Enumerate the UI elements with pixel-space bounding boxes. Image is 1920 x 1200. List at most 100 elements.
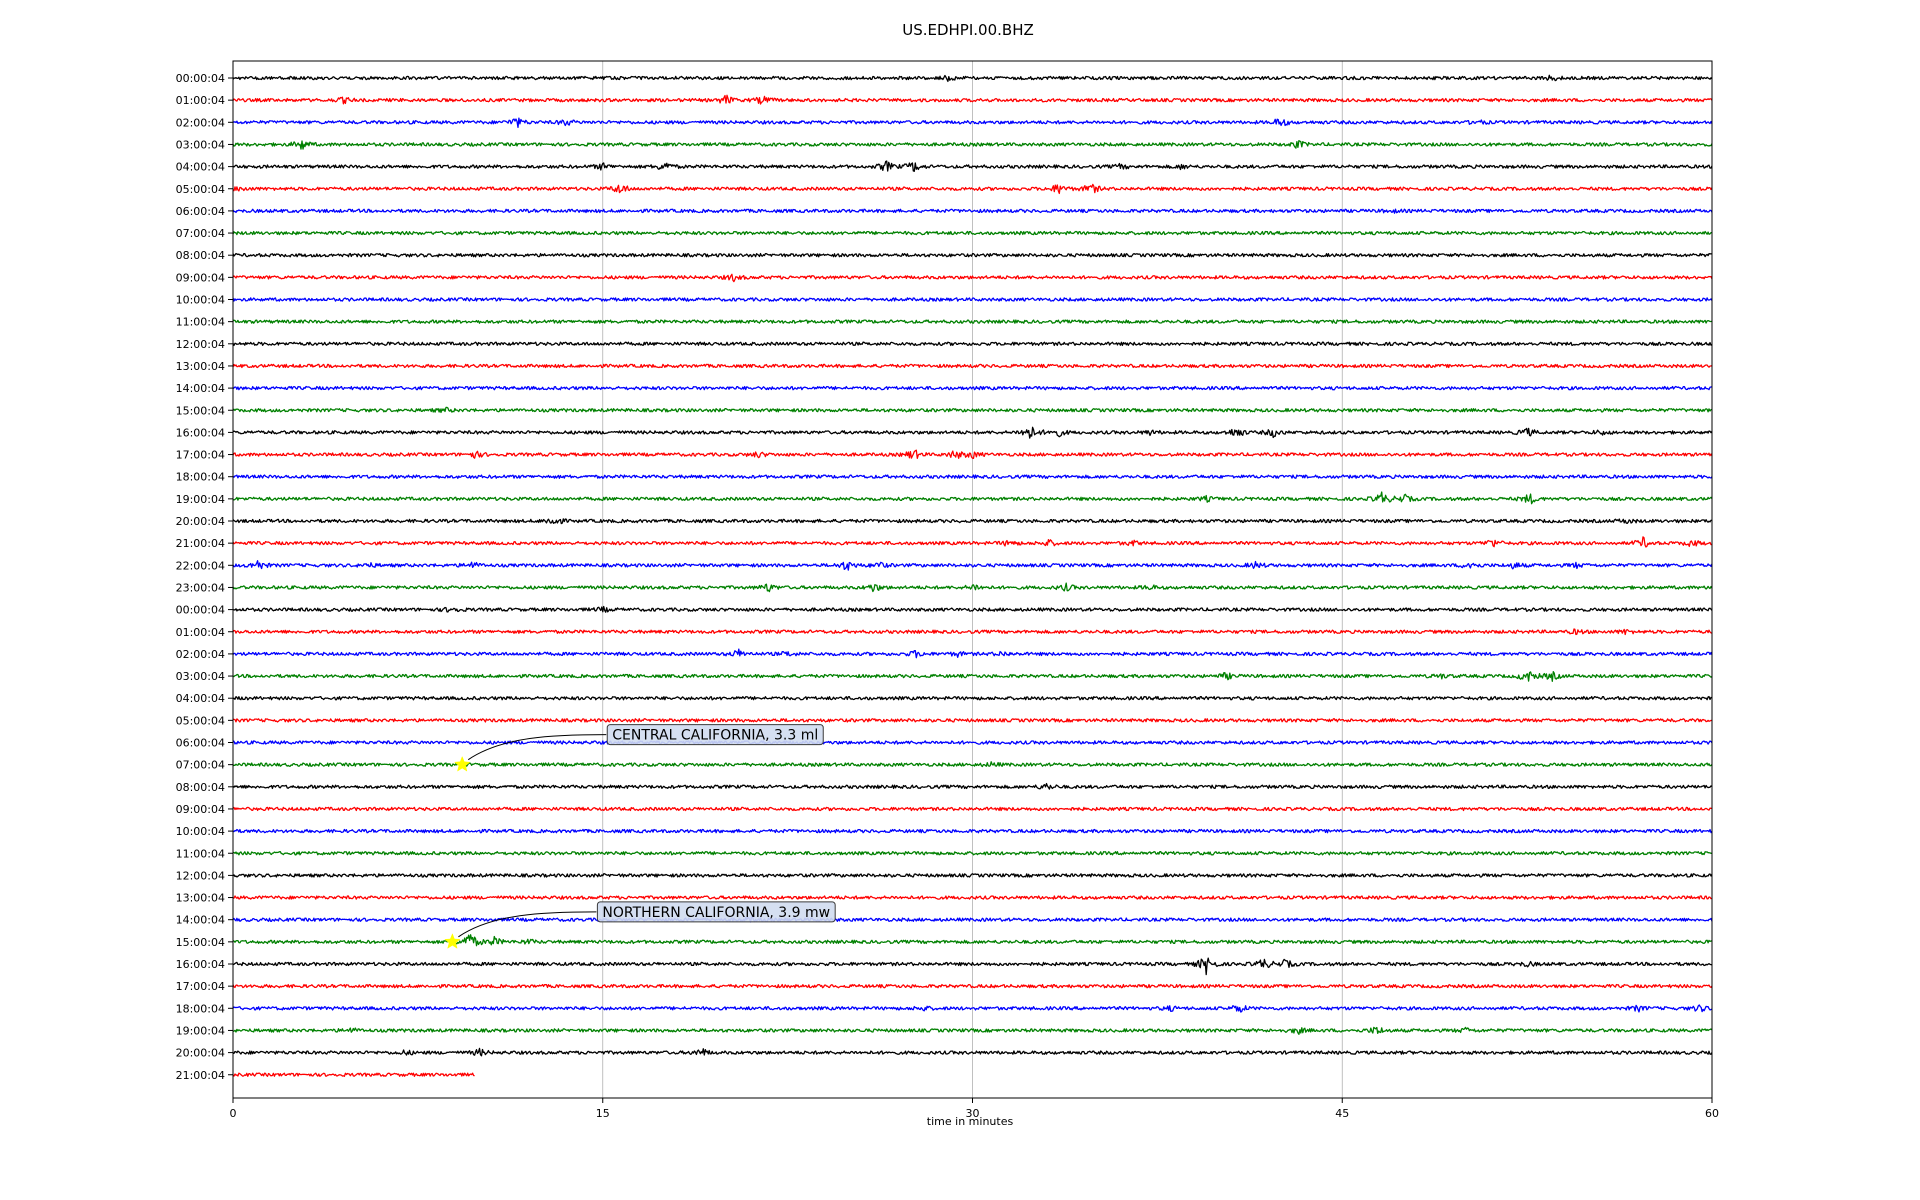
trace-line — [232, 957, 1713, 976]
y-tick-label: 02:00:04 — [176, 648, 225, 661]
trace-line — [232, 518, 1713, 525]
y-tick-label: 13:00:04 — [176, 360, 225, 373]
trace-line — [232, 449, 1713, 460]
trace-line — [232, 695, 1713, 701]
trace-line — [232, 273, 1713, 283]
trace-line — [232, 782, 1713, 790]
y-tick-label: 04:00:04 — [176, 161, 225, 174]
x-tick-label-30: 30 — [966, 1107, 980, 1120]
x-tick-label-60: 60 — [1705, 1107, 1719, 1120]
trace-line — [232, 1004, 1713, 1013]
trace-line — [232, 230, 1713, 236]
y-tick-label: 21:00:04 — [176, 537, 225, 550]
trace-line — [232, 252, 1713, 258]
y-tick-label: 20:00:04 — [176, 1047, 225, 1060]
trace-line — [232, 140, 1713, 150]
y-tick-label: 01:00:04 — [176, 94, 225, 107]
event-star-icon — [453, 755, 471, 772]
y-tick-label: 13:00:04 — [176, 892, 225, 905]
x-tick-label-0: 0 — [230, 1107, 237, 1120]
trace-line — [232, 341, 1713, 347]
plot-frame — [232, 60, 1713, 1099]
y-tick-label: 22:00:04 — [176, 559, 225, 572]
trace-line — [232, 983, 1713, 989]
y-tick-label: 17:00:04 — [176, 980, 225, 993]
trace-line — [232, 385, 1713, 391]
trace-line — [232, 363, 1713, 369]
trace-line — [232, 183, 1713, 195]
y-tick-label: 09:00:04 — [176, 271, 225, 284]
event-annotation: CENTRAL CALIFORNIA, 3.3 ml — [453, 724, 824, 772]
annotation-label: NORTHERN CALIFORNIA, 3.9 mw — [602, 905, 830, 921]
trace-line — [232, 1047, 1713, 1057]
y-tick-label: 14:00:04 — [176, 914, 225, 927]
y-tick-label: 02:00:04 — [176, 116, 225, 129]
chart-title: US.EDHPI.00.BHZ — [902, 21, 1034, 39]
y-tick-label: 10:00:04 — [176, 825, 225, 838]
trace-line — [232, 319, 1713, 324]
trace-line — [233, 895, 1713, 900]
y-tick-label: 14:00:04 — [176, 382, 225, 395]
y-tick-label: 10:00:04 — [176, 294, 225, 307]
y-tick-label: 16:00:04 — [176, 426, 225, 439]
y-tick-label: 05:00:04 — [176, 183, 225, 196]
y-tick-label: 20:00:04 — [176, 515, 225, 528]
trace-line — [232, 605, 1713, 613]
y-tick-label: 12:00:04 — [176, 338, 225, 351]
trace-line — [232, 806, 1713, 812]
y-tick-label: 00:00:04 — [176, 604, 225, 617]
y-tick-label: 16:00:04 — [176, 958, 225, 971]
y-tick-label: 03:00:04 — [176, 138, 225, 151]
y-tick-label: 05:00:04 — [176, 714, 225, 727]
x-tick-label-45: 45 — [1335, 1107, 1349, 1120]
event-star-icon — [444, 933, 461, 949]
trace-line — [232, 915, 1713, 923]
y-tick-labels: 00:00:04 01:00:04 02:00:04 03:00:04 04:00:04… — [176, 72, 233, 1082]
x-axis: 0 15 30 45 60 — [230, 1098, 1719, 1120]
y-tick-label: 11:00:04 — [176, 316, 225, 329]
event-annotations: CENTRAL CALIFORNIA, 3.3 ml NORTHERN CALIF… — [444, 724, 836, 949]
y-tick-label: 06:00:04 — [176, 205, 225, 218]
annotation-connector — [467, 734, 607, 761]
y-tick-label: 08:00:04 — [176, 249, 225, 262]
y-tick-label: 07:00:04 — [176, 759, 225, 772]
trace-line — [232, 828, 1713, 834]
event-annotation: NORTHERN CALIFORNIA, 3.9 mw — [444, 901, 836, 949]
annotation-label: CENTRAL CALIFORNIA, 3.3 ml — [612, 728, 818, 744]
y-tick-label: 19:00:04 — [176, 493, 225, 506]
trace-line — [232, 582, 1713, 593]
y-tick-label: 04:00:04 — [176, 692, 225, 705]
trace-line — [232, 560, 1713, 571]
trace-line — [232, 208, 1713, 214]
trace-line — [232, 74, 1713, 83]
y-tick-label: 23:00:04 — [176, 581, 225, 594]
annotation-connector — [458, 911, 597, 938]
y-tick-label: 21:00:04 — [176, 1069, 225, 1082]
trace-group — [232, 74, 1713, 1077]
y-tick-label: 06:00:04 — [176, 737, 225, 750]
trace-line — [232, 160, 1713, 172]
y-tick-label: 03:00:04 — [176, 670, 225, 683]
trace-line — [232, 406, 1713, 414]
trace-line — [232, 761, 1713, 768]
trace-line — [232, 671, 1713, 682]
y-tick-label: 09:00:04 — [176, 803, 225, 816]
y-tick-label: 07:00:04 — [176, 227, 225, 240]
trace-line — [232, 491, 1713, 505]
y-tick-label: 01:00:04 — [176, 626, 225, 639]
trace-line — [232, 94, 1713, 105]
y-tick-label: 15:00:04 — [176, 936, 225, 949]
trace-line — [233, 851, 1712, 856]
x-axis-label: time in minutes — [927, 1115, 1014, 1128]
trace-line — [232, 297, 1713, 302]
annotation-box — [606, 724, 824, 746]
trace-line — [232, 1072, 475, 1077]
y-tick-label: 15:00:04 — [176, 404, 225, 417]
trace-line — [232, 1026, 1713, 1035]
trace-line — [232, 426, 1713, 439]
trace-line — [232, 934, 1713, 947]
trace-line — [232, 628, 1713, 636]
trace-line — [232, 117, 1713, 129]
y-tick-label: 18:00:04 — [176, 1002, 225, 1015]
